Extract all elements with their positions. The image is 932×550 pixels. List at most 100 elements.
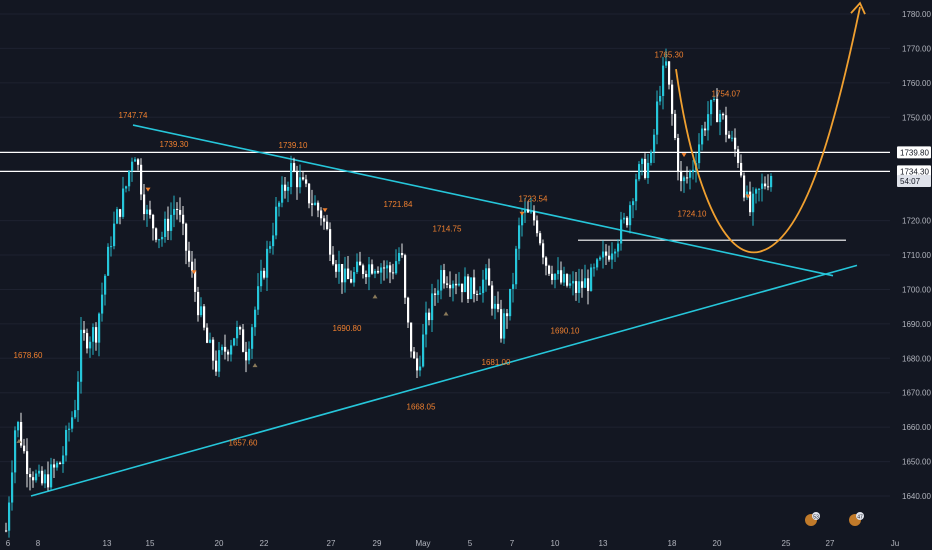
candle-body	[86, 333, 89, 349]
candle-body	[668, 61, 671, 85]
candle-body	[104, 275, 107, 295]
buy-marker	[16, 438, 22, 443]
candle-body	[155, 228, 158, 240]
candle-body	[371, 264, 374, 274]
price-annotation: 1721.84	[384, 200, 413, 209]
candle-body	[560, 270, 563, 283]
candle-body	[692, 169, 695, 173]
candle-body	[32, 477, 35, 481]
time-axis[interactable]: 6 8 13 15 20 22 27 29 May 5 7 10 13 18 20 25 27 Ju	[6, 539, 899, 548]
candle-body	[278, 202, 281, 207]
trendlines[interactable]	[30, 124, 858, 497]
candle-body	[740, 162, 743, 176]
candle-body	[50, 464, 53, 488]
candle-body	[755, 189, 758, 194]
candle-body	[260, 270, 263, 287]
event-badge-count: 47	[857, 515, 863, 521]
candle-body	[14, 430, 17, 473]
candle-body	[38, 470, 41, 474]
candle-body	[35, 473, 38, 481]
candle-body	[527, 209, 530, 213]
candle-body	[608, 255, 611, 260]
candle-body	[533, 211, 536, 221]
price-annotation: 1739.10	[279, 141, 308, 150]
candle-body	[674, 113, 677, 138]
candle-body	[167, 218, 170, 231]
candle-body	[578, 281, 581, 293]
y-tick-label: 1640.00	[902, 492, 931, 501]
candle-body	[590, 267, 593, 291]
candle-body	[197, 291, 200, 316]
candle-body	[452, 283, 455, 289]
candle-body	[92, 327, 95, 342]
candle-body	[449, 284, 452, 289]
candle-body	[719, 113, 722, 123]
candle-body	[140, 164, 143, 195]
candle-body	[383, 267, 386, 269]
candle-body	[401, 253, 404, 256]
candle-body	[170, 214, 173, 231]
candle-body	[356, 261, 359, 273]
x-tick-label: 20	[215, 539, 224, 548]
candle-body	[143, 194, 146, 215]
candle-body	[716, 98, 719, 123]
candle-body	[395, 261, 398, 274]
candle-body	[230, 345, 233, 355]
candle-body	[680, 171, 683, 182]
event-badges[interactable]: 53 47	[805, 512, 864, 526]
candle-body	[518, 225, 521, 249]
candle-body	[566, 274, 569, 286]
y-tick-label: 1750.00	[902, 113, 931, 122]
projection[interactable]	[675, 1, 866, 254]
candle-body	[611, 253, 614, 260]
candle-body	[53, 464, 56, 468]
candle-body	[8, 502, 11, 531]
candle-body	[269, 246, 272, 249]
candle-body	[353, 272, 356, 283]
candle-body	[551, 273, 554, 280]
x-tick-label: 25	[782, 539, 791, 548]
candle-body	[137, 159, 140, 165]
candle-body	[308, 183, 311, 204]
candle-body	[11, 472, 14, 503]
candles	[5, 48, 773, 538]
candle-body	[644, 158, 647, 178]
candle-body	[359, 261, 362, 266]
candle-body	[239, 326, 242, 330]
candle-body	[638, 164, 641, 180]
buy-marker	[443, 311, 449, 316]
candle-body	[275, 206, 278, 236]
candle-body	[659, 95, 662, 102]
candle-body	[704, 128, 707, 131]
price-tag-label: 1739.80	[900, 148, 929, 157]
candle-body	[287, 186, 290, 191]
candle-body	[176, 208, 179, 210]
x-tick-label: 27	[327, 539, 336, 548]
candle-body	[347, 268, 350, 280]
candle-body	[587, 278, 590, 291]
candle-body	[536, 220, 539, 234]
candle-body	[455, 283, 458, 286]
price-axis[interactable]: 1620.001640.001650.001660.001670.001680.…	[897, 10, 931, 550]
y-tick-label: 1760.00	[902, 79, 931, 88]
candle-body	[266, 248, 269, 278]
candle-body	[497, 303, 500, 310]
candle-body	[41, 470, 44, 484]
event-badge-count: 53	[813, 515, 819, 521]
candle-body	[116, 209, 119, 224]
x-tick-label: 13	[599, 539, 608, 548]
x-tick-label: 22	[260, 539, 269, 548]
candle-body	[512, 284, 515, 289]
candle-body	[323, 218, 326, 222]
candle-body	[314, 202, 317, 205]
candle-body	[368, 264, 371, 278]
candle-body	[227, 351, 230, 355]
candle-body	[209, 339, 212, 343]
candle-body	[629, 205, 632, 226]
trendline-lower	[30, 264, 858, 497]
price-annotation: 1657.60	[229, 438, 258, 447]
candle-body	[686, 177, 689, 179]
candle-body	[404, 255, 407, 298]
price-tag	[897, 174, 931, 187]
